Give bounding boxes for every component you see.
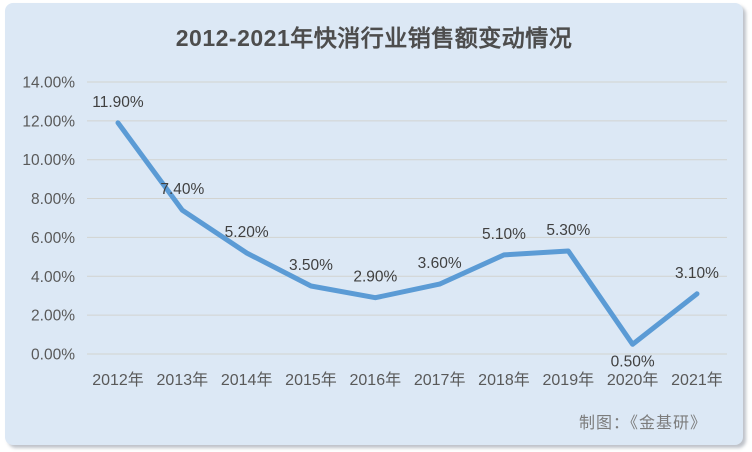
x-tick-label: 2019年 <box>543 371 595 389</box>
y-tick-label: 0.00% <box>31 347 75 364</box>
x-tick-label: 2016年 <box>350 371 402 389</box>
y-tick-label: 4.00% <box>31 269 75 286</box>
x-tick-label: 2017年 <box>414 371 466 389</box>
y-tick-label: 14.00% <box>22 74 75 91</box>
data-label: 5.10% <box>482 226 526 243</box>
x-tick-label: 2020年 <box>607 371 659 389</box>
data-label: 0.50% <box>611 353 655 370</box>
chart-card: 2012-2021年快消行业销售额变动情况 14.00% 12.00% 10.00%… <box>5 3 743 445</box>
credit-text: 制图：《金基研》 <box>578 415 707 432</box>
x-tick-label: 2014年 <box>221 371 273 389</box>
chart-title: 2012-2021年快消行业销售额变动情况 <box>175 25 573 51</box>
y-tick-label: 12.00% <box>22 113 75 130</box>
y-tick-label: 10.00% <box>22 152 75 169</box>
data-label: 11.90% <box>92 94 144 111</box>
x-tick-label: 2013年 <box>157 371 209 389</box>
data-label: 2.90% <box>353 269 397 286</box>
y-tick-label: 2.00% <box>31 308 75 325</box>
x-tick-label: 2012年 <box>92 371 144 389</box>
y-tick-label: 6.00% <box>31 230 75 247</box>
data-label: 7.40% <box>160 181 204 198</box>
line-chart: 14.00% 12.00% 10.00% 8.00% 6.00% 4.00% 2.00% 0.… <box>22 74 727 389</box>
data-label: 3.60% <box>418 255 462 272</box>
data-label: 5.30% <box>546 222 590 239</box>
x-tick-label: 2015年 <box>285 371 337 389</box>
data-label: 3.50% <box>289 257 333 274</box>
y-tick-label: 8.00% <box>31 191 75 208</box>
data-label: 3.10% <box>675 265 719 282</box>
x-tick-label: 2021年 <box>671 371 723 389</box>
series-line <box>115 120 700 347</box>
x-tick-label: 2018年 <box>478 371 530 389</box>
data-label: 5.20% <box>225 224 269 241</box>
